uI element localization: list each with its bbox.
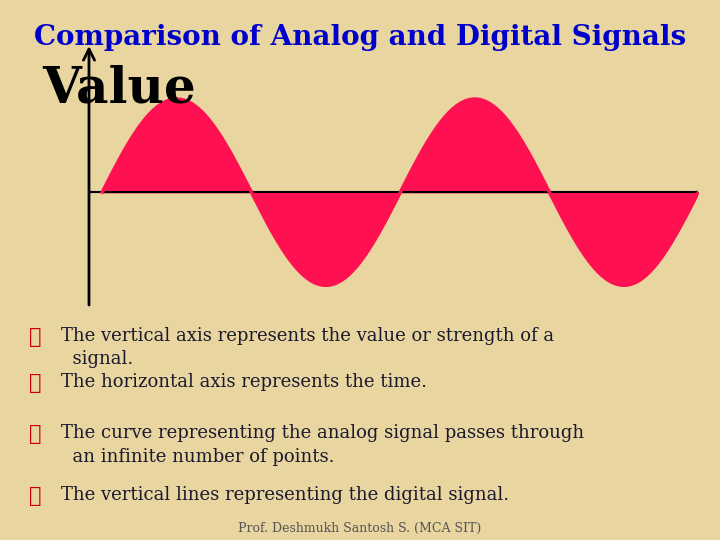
- Text: The horizontal axis represents the time.: The horizontal axis represents the time.: [61, 373, 427, 390]
- Text: Prof. Deshmukh Santosh S. (MCA SIT): Prof. Deshmukh Santosh S. (MCA SIT): [238, 522, 482, 535]
- Text: ✓: ✓: [29, 424, 41, 444]
- Text: The vertical axis represents the value or strength of a
  signal.: The vertical axis represents the value o…: [61, 327, 554, 368]
- Text: ✓: ✓: [29, 373, 41, 393]
- Text: Comparison of Analog and Digital Signals: Comparison of Analog and Digital Signals: [34, 24, 686, 51]
- Text: Value: Value: [42, 65, 197, 114]
- Text: ✓: ✓: [29, 327, 41, 347]
- Text: The curve representing the analog signal passes through
  an infinite number of : The curve representing the analog signal…: [61, 424, 585, 465]
- Text: The vertical lines representing the digital signal.: The vertical lines representing the digi…: [61, 486, 509, 504]
- Text: ✓: ✓: [29, 486, 41, 506]
